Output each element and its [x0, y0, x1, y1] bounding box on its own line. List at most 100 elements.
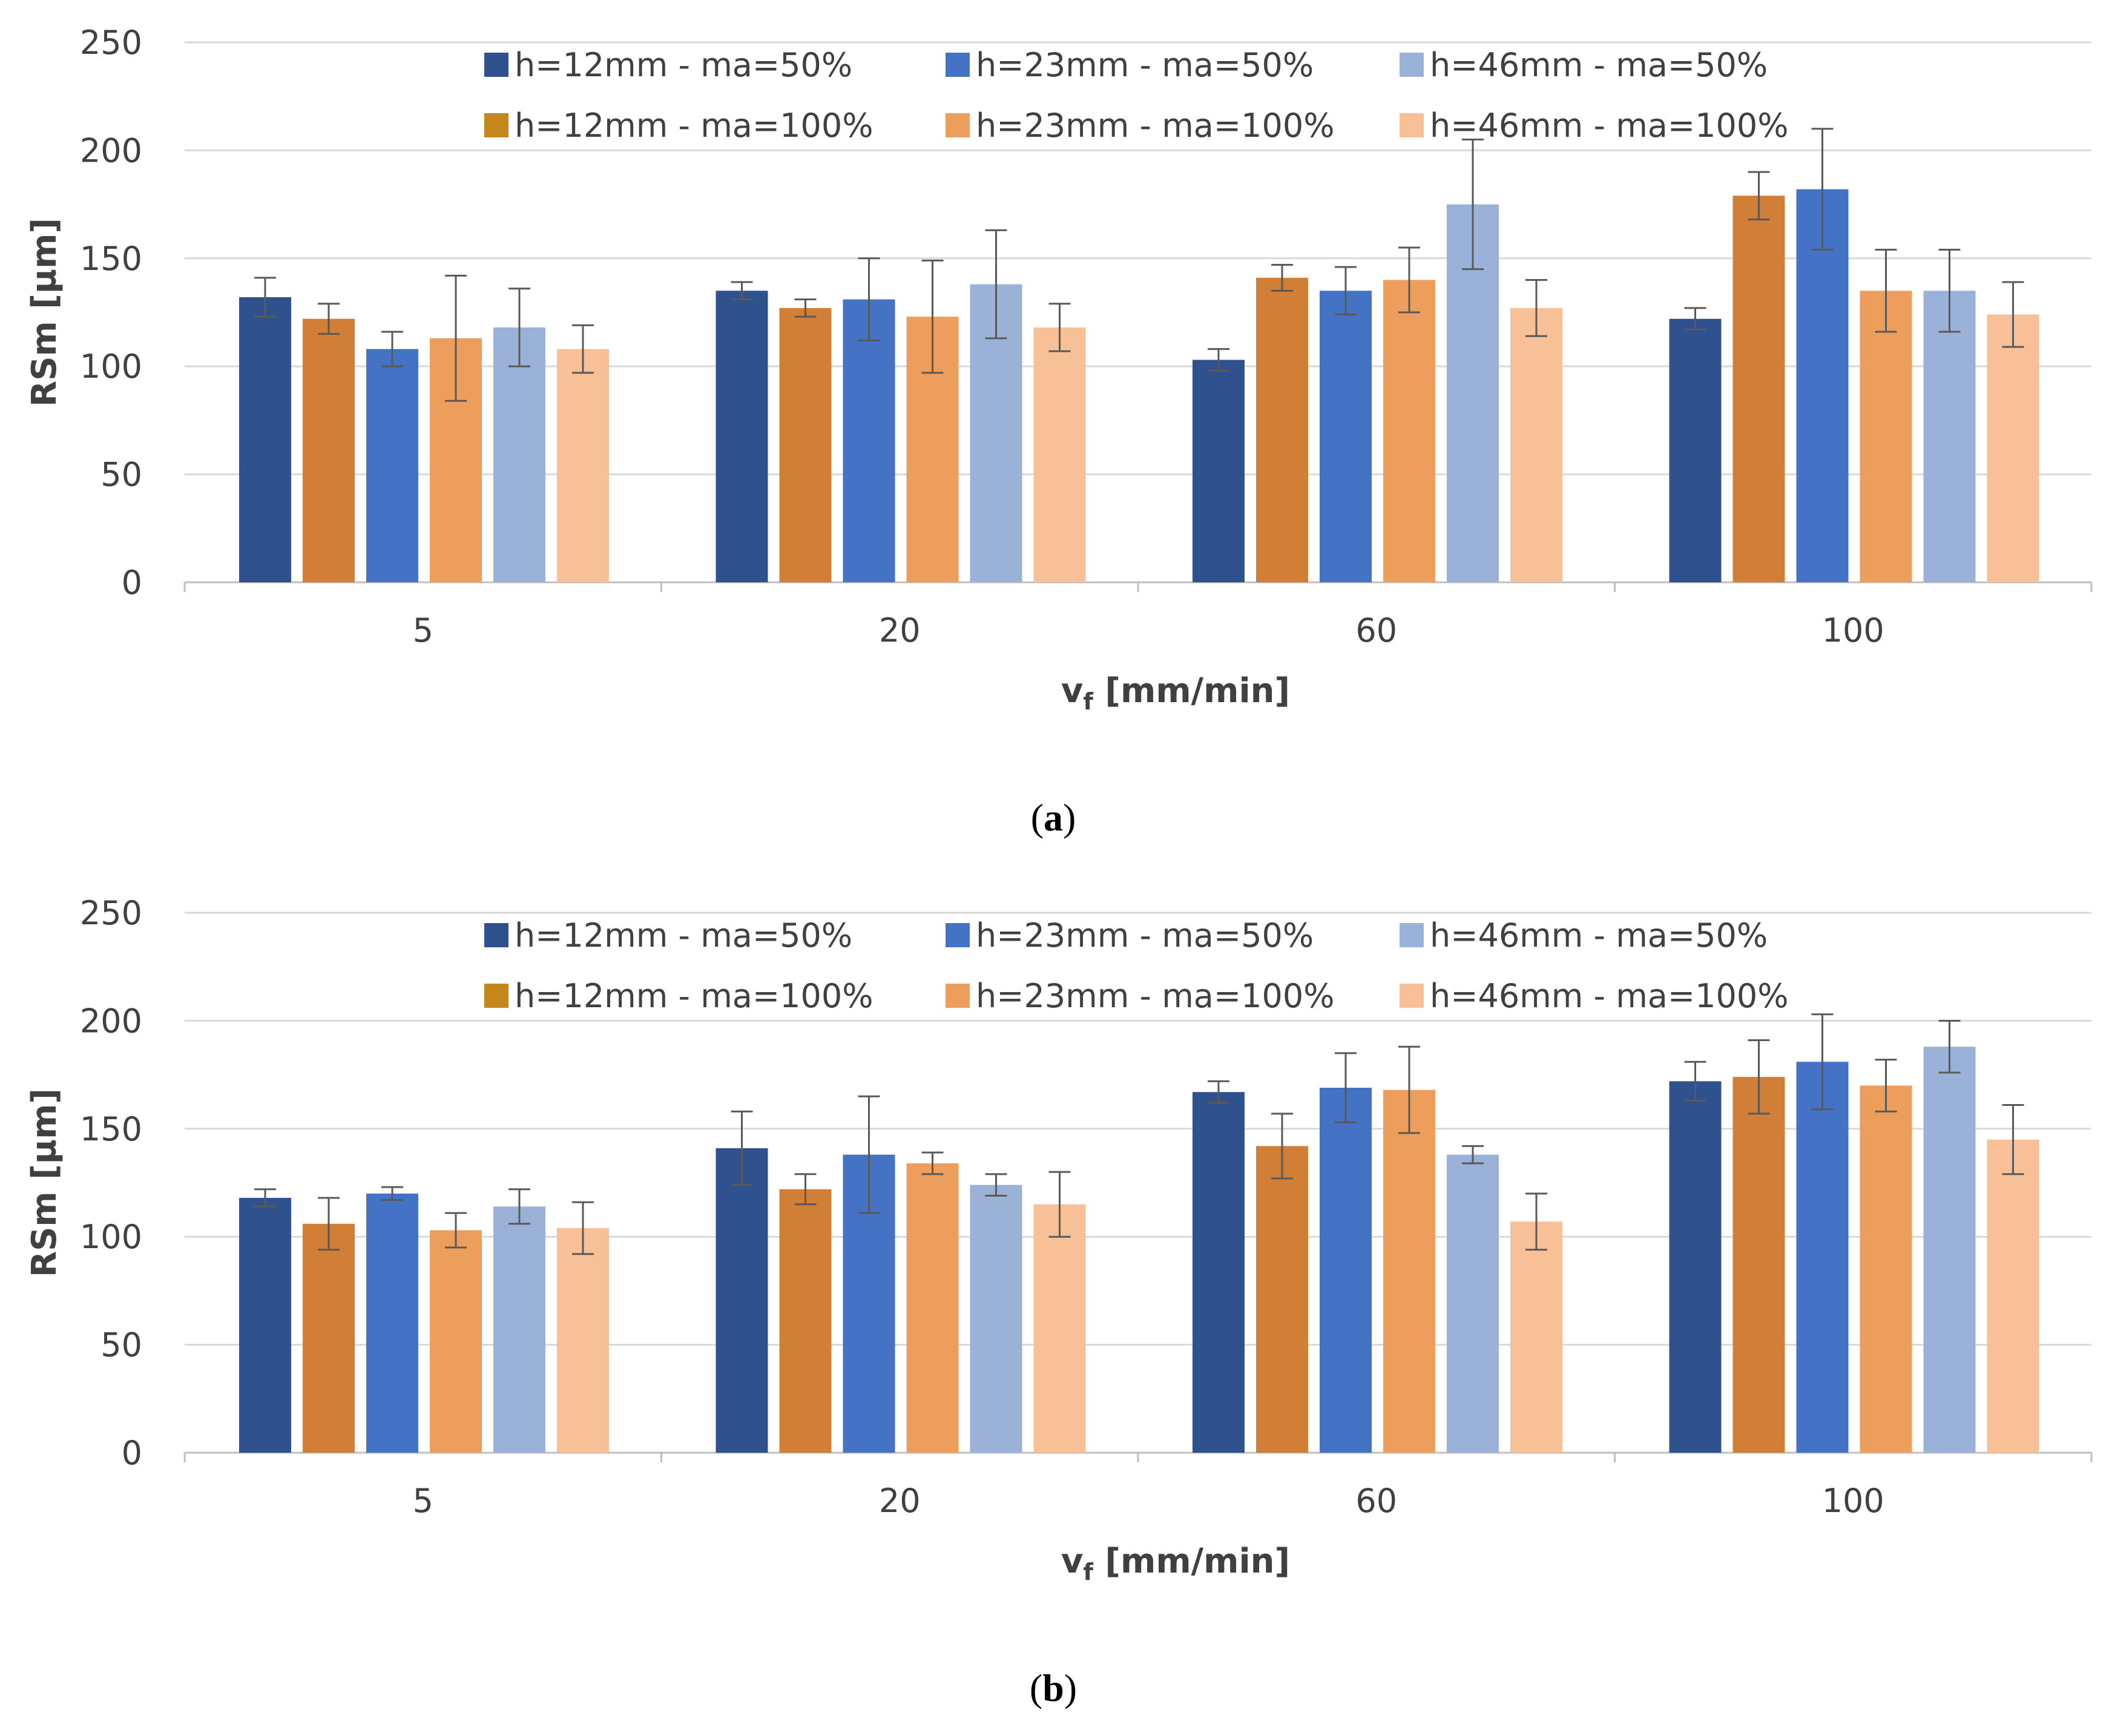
legend-label: h=23mm - ma=50%	[976, 916, 1314, 955]
bar	[1033, 1204, 1086, 1453]
legend-swatch	[1400, 113, 1424, 137]
x-axis-title-subscript: f	[1083, 1559, 1093, 1585]
y-tick-label: 250	[80, 24, 142, 62]
x-tick-label: 60	[1355, 611, 1397, 649]
error-bar	[858, 1095, 880, 1214]
error-bar	[318, 1197, 340, 1251]
x-tick-label: 5	[413, 1482, 433, 1520]
x-axis-title: vf [mm/min]	[1061, 671, 1290, 715]
error-bar	[1462, 139, 1484, 271]
panel-caption: (b)	[1030, 1666, 1077, 1709]
error-bar	[1208, 1080, 1229, 1104]
error-bar	[445, 1212, 467, 1249]
error-bar	[921, 1151, 944, 1175]
bar	[1256, 1146, 1308, 1453]
bar	[1732, 196, 1785, 582]
error-bar	[254, 277, 276, 318]
caption-letter: b	[1042, 1666, 1064, 1709]
error-bar	[508, 288, 530, 367]
bar	[1923, 1047, 1976, 1453]
legend-swatch	[484, 113, 508, 137]
bar	[716, 291, 768, 582]
caption-letter: a	[1044, 796, 1063, 839]
bar	[1193, 360, 1245, 582]
legend-item: h=46mm - ma=100%	[1400, 107, 1789, 145]
caption-close: )	[1064, 1666, 1077, 1709]
legend-item: h=23mm - ma=50%	[946, 916, 1314, 955]
bar	[1987, 1139, 2039, 1453]
caption-open: (	[1030, 1666, 1042, 1709]
error-bar	[2002, 1104, 2024, 1175]
legend-label: h=23mm - ma=50%	[976, 46, 1314, 84]
legend-item: h=46mm - ma=50%	[1400, 46, 1768, 84]
legend-label: h=46mm - ma=50%	[1430, 46, 1768, 84]
bar	[779, 1189, 832, 1453]
error-bar	[572, 1201, 594, 1255]
bar	[1383, 280, 1435, 582]
legend-item: h=12mm - ma=50%	[484, 916, 852, 955]
x-tick-label: 100	[1822, 611, 1884, 649]
x-axis-title-base: v	[1061, 671, 1084, 711]
error-bar	[1811, 1013, 1834, 1111]
x-axis-title: vf [mm/min]	[1061, 1542, 1290, 1585]
legend-swatch	[484, 984, 508, 1008]
bar	[366, 1193, 418, 1453]
bar	[1320, 1088, 1372, 1453]
bar	[1796, 189, 1849, 582]
legend-item: h=23mm - ma=50%	[946, 46, 1314, 84]
bar	[1033, 327, 1086, 582]
y-tick-label: 150	[80, 240, 142, 278]
error-bar	[572, 324, 594, 374]
legend-label: h=12mm - ma=50%	[515, 46, 852, 84]
legend-swatch	[946, 113, 970, 137]
legend-item: h=12mm - ma=50%	[484, 46, 852, 84]
y-axis-title: RSm [µm]	[25, 218, 64, 407]
bar	[716, 1148, 768, 1453]
error-bar	[794, 298, 817, 318]
legend-label: h=46mm - ma=50%	[1430, 916, 1768, 955]
x-tick-label: 5	[413, 611, 433, 649]
bar	[1669, 318, 1722, 582]
legend-swatch	[1400, 53, 1424, 77]
bar	[843, 299, 895, 582]
error-bar	[731, 281, 753, 301]
error-bar	[1208, 348, 1229, 372]
bar	[1447, 1154, 1499, 1453]
error-bar	[1684, 307, 1706, 331]
error-bar	[381, 1186, 403, 1202]
error-bar	[731, 1110, 753, 1186]
error-bar	[1462, 1145, 1484, 1165]
legend-item: h=46mm - ma=100%	[1400, 977, 1789, 1015]
error-bar	[1335, 1052, 1357, 1123]
legend-label: h=46mm - ma=100%	[1430, 107, 1789, 145]
x-axis-title-base: v	[1061, 1542, 1084, 1581]
error-bar	[1048, 1171, 1071, 1238]
error-bar	[381, 330, 403, 367]
legend-swatch	[946, 923, 970, 947]
y-tick-label: 200	[80, 1002, 142, 1040]
y-tick-label: 250	[80, 894, 142, 932]
panel-caption: (a)	[1031, 796, 1076, 839]
bar	[1860, 1085, 1912, 1453]
error-bar	[858, 257, 880, 341]
error-bar	[1684, 1060, 1706, 1102]
error-bar	[1398, 1045, 1420, 1134]
error-bar	[445, 274, 467, 402]
y-tick-label: 100	[80, 347, 142, 386]
legend-label: h=12mm - ma=100%	[515, 977, 874, 1015]
error-bar	[921, 259, 944, 374]
error-bar	[985, 1173, 1007, 1197]
bar	[1383, 1090, 1435, 1453]
bar	[1510, 1221, 1562, 1453]
legend-item: h=23mm - ma=100%	[946, 107, 1335, 145]
error-bar	[1938, 249, 1961, 333]
legend-swatch	[946, 984, 970, 1008]
error-bar	[1875, 1059, 1897, 1113]
y-tick-label: 200	[80, 131, 142, 169]
bar	[366, 349, 418, 582]
bar	[303, 1223, 355, 1453]
bar	[1923, 291, 1976, 582]
chart-panel-b: 0 50 100 150 200 250 5 20 60 100 vf [mm/min] RSm [µ…	[25, 894, 2093, 1709]
y-tick-label: 50	[100, 1326, 142, 1364]
